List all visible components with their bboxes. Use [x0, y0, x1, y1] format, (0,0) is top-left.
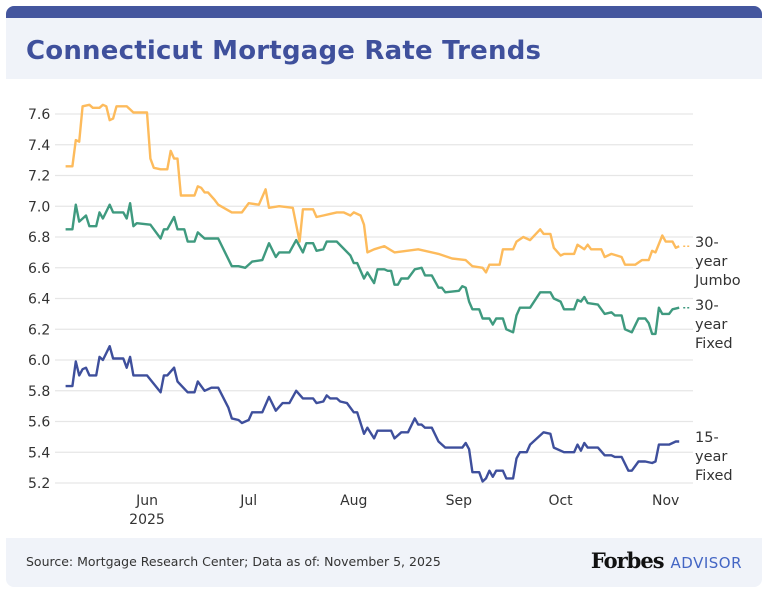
- y-tick-label: 6.4: [28, 292, 50, 308]
- y-tick-label: 6.8: [28, 230, 50, 246]
- series-line: [65, 103, 680, 274]
- series-15-year-fixed: 15- year Fixed: [65, 345, 733, 484]
- series-30-year-fixed: 30- year Fixed: [65, 202, 733, 352]
- y-tick-label: 5.2: [28, 476, 50, 492]
- chart-footer: Source: Mortgage Research Center; Data a…: [6, 538, 762, 587]
- logo-brand: Forbes: [590, 548, 665, 573]
- x-tick-label: Sep: [446, 493, 473, 509]
- y-tick-label: 7.6: [28, 107, 50, 123]
- x-tick-label: Jun: [135, 493, 158, 509]
- y-tick-label: 7.4: [28, 138, 50, 154]
- forbes-advisor-logo: Forbes ADVISOR: [591, 548, 742, 573]
- series-label: 15-: [695, 430, 719, 446]
- y-tick-label: 6.0: [28, 353, 50, 369]
- series-line: [65, 345, 680, 483]
- series-label: year: [695, 449, 727, 465]
- series-label: year: [695, 254, 727, 270]
- logo-sub: ADVISOR: [670, 554, 742, 572]
- y-tick-label: 7.0: [28, 199, 50, 215]
- y-tick-label: 6.2: [28, 322, 50, 338]
- x-tick-label: Oct: [548, 493, 573, 509]
- y-tick-label: 5.4: [28, 445, 50, 461]
- chart-header: Connecticut Mortgage Rate Trends: [6, 18, 762, 79]
- top-accent-bar: [6, 6, 762, 18]
- y-tick-label: 6.6: [28, 261, 50, 277]
- series-30-year-jumbo: 30- year Jumbo: [65, 103, 741, 289]
- chart-card: Connecticut Mortgage Rate Trends Source:…: [6, 6, 762, 587]
- y-tick-label: 5.8: [28, 384, 50, 400]
- series-line: [65, 202, 680, 336]
- chart-title: Connecticut Mortgage Rate Trends: [26, 36, 542, 66]
- series-label: year: [695, 317, 727, 333]
- source-note: Source: Mortgage Research Center; Data a…: [26, 554, 441, 569]
- series-label: Jumbo: [694, 273, 741, 289]
- x-tick-sublabel: 2025: [129, 512, 165, 528]
- x-tick-label: Jul: [239, 493, 257, 509]
- y-tick-label: 7.2: [28, 169, 50, 185]
- x-tick-label: Nov: [652, 493, 679, 509]
- y-tick-label: 5.6: [28, 415, 50, 431]
- series-label: 30-: [695, 235, 719, 251]
- x-tick-label: Aug: [340, 493, 367, 509]
- line-chart: 7.6 7.4 7.2 7.0 6.8 6.6 6.4 6.2 6.0 5.8 5.6 5.4 5.2 J…: [28, 103, 741, 528]
- series-label: 30-: [695, 298, 719, 314]
- series-label: Fixed: [695, 336, 733, 352]
- series-label: Fixed: [695, 468, 733, 484]
